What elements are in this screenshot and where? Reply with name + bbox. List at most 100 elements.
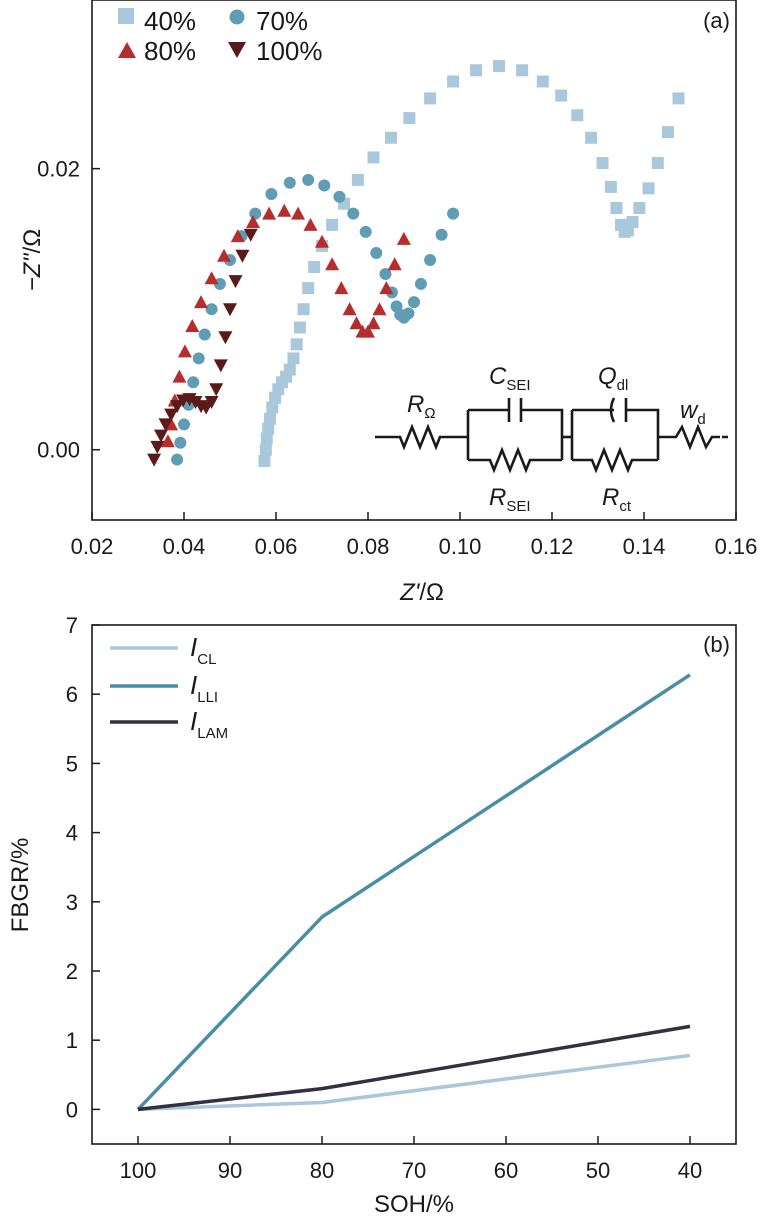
data-point	[204, 271, 219, 285]
data-point	[204, 395, 219, 409]
data-point	[177, 344, 192, 358]
rc-element-sei	[466, 408, 564, 474]
data-point	[424, 92, 437, 105]
data-point	[334, 281, 349, 295]
panel-b-ticks: 100 90 80 70 60 50 40 0 1 2 3 4 5 6 7	[66, 613, 702, 1183]
data-point	[349, 316, 364, 330]
data-point	[297, 303, 310, 316]
panel-a-legend: 40% 70% 80% 100%	[118, 6, 323, 66]
data-point	[585, 131, 598, 144]
panel-a-x-tick-label: 0.16	[715, 534, 758, 559]
series-70-points	[171, 173, 460, 466]
panel-b-fbgr-chart: 100 90 80 70 60 50 40 0 1 2 3 4 5 6 7 (b) ICL ILLI ILA…	[7, 613, 737, 1218]
data-point	[264, 412, 277, 425]
panel-a-x-tick-label: 0.06	[255, 534, 298, 559]
data-point	[228, 275, 243, 289]
legend-marker-70	[229, 9, 245, 25]
data-point	[209, 383, 224, 397]
panel-a-y-axis-label: −Z''/Ω	[19, 229, 46, 291]
data-point	[187, 376, 200, 389]
panel-b-x-tick-label: 90	[218, 1158, 242, 1183]
data-point	[213, 359, 228, 373]
panel-a-impedance-chart: 0.02 0.04 0.06 0.08 0.10 0.12 0.14 0.160.000.02…	[19, 0, 757, 606]
data-point	[536, 75, 549, 88]
legend-label-i-lli: ILLI	[190, 670, 218, 706]
data-point	[283, 363, 296, 376]
data-point	[178, 418, 190, 431]
panel-b-label: (b)	[703, 632, 730, 657]
panel-b-frame	[91, 624, 737, 1145]
data-point	[265, 187, 278, 200]
data-point	[661, 126, 674, 139]
data-point	[385, 131, 397, 144]
series-40-points	[258, 60, 685, 467]
circuit-label-r-sei: RSEI	[489, 484, 531, 515]
panel-a-data-points	[147, 60, 685, 467]
data-point	[516, 64, 529, 77]
panel-a-y-tick-label: 0.00	[37, 438, 80, 463]
data-point	[185, 319, 200, 333]
legend-label-i-lam: ILAM	[190, 706, 228, 742]
data-point	[555, 89, 568, 102]
data-point	[164, 408, 179, 422]
data-point	[396, 231, 411, 245]
legend-label-80: 80%	[144, 36, 196, 66]
data-point	[158, 418, 173, 432]
data-point	[435, 228, 448, 241]
warburg-element	[658, 423, 728, 451]
data-point	[359, 225, 372, 238]
data-point	[198, 328, 211, 341]
data-point	[246, 215, 260, 229]
data-point	[194, 295, 209, 309]
panel-b-y-tick-label: 1	[66, 1028, 78, 1053]
panel-b-x-axis-label: SOH/%	[374, 1191, 454, 1218]
circuit-label-c-sei: CSEI	[489, 363, 531, 394]
data-point	[315, 234, 329, 248]
cpe-q-dl	[609, 397, 628, 423]
data-point	[447, 207, 460, 220]
data-point	[493, 60, 506, 73]
legend-label-40: 40%	[144, 6, 196, 36]
data-point	[610, 202, 623, 214]
legend-label-70: 70%	[256, 6, 308, 36]
data-point	[243, 228, 258, 242]
data-point	[387, 257, 402, 271]
data-point	[596, 157, 609, 170]
data-point	[414, 277, 427, 290]
data-point	[217, 248, 232, 262]
data-point	[470, 64, 483, 77]
panel-b-lines	[136, 673, 691, 1112]
panel-b-x-tick-label: 60	[494, 1158, 518, 1183]
panel-a-ticks: 0.02 0.04 0.06 0.08 0.10 0.12 0.14 0.16 0.00 0.02	[37, 157, 757, 559]
panel-b-x-tick-label: 70	[402, 1158, 426, 1183]
panel-b-y-tick-label: 5	[66, 751, 78, 776]
data-point	[147, 453, 162, 467]
data-point	[447, 75, 460, 88]
data-point	[150, 440, 165, 454]
series-80-points	[160, 203, 411, 448]
data-point	[642, 182, 655, 195]
legend-label-i-cl: ICL	[190, 632, 216, 668]
data-point	[379, 281, 394, 295]
data-point	[367, 151, 380, 164]
panel-b-y-tick-label: 4	[66, 821, 78, 846]
data-point	[205, 303, 218, 316]
data-point	[347, 207, 360, 220]
series-line-i-lli	[136, 673, 691, 1111]
data-point	[172, 369, 187, 383]
data-point	[366, 316, 381, 330]
panel-b-x-tick-label: 100	[120, 1158, 157, 1183]
data-point	[293, 321, 306, 334]
panel-b-y-tick-label: 2	[66, 959, 78, 984]
legend-label-100: 100%	[256, 36, 323, 66]
equivalent-circuit-diagram	[375, 397, 728, 474]
data-point	[170, 400, 185, 414]
data-point	[571, 109, 584, 122]
legend-marker-100	[228, 42, 246, 58]
panel-b-legend: ICL ILLI ILAM	[110, 632, 228, 742]
data-point	[262, 422, 275, 435]
panel-b-x-tick-label: 80	[310, 1158, 334, 1183]
data-point	[326, 218, 339, 231]
panel-a-x-tick-label: 0.04	[163, 534, 206, 559]
panel-a-x-tick-label: 0.12	[531, 534, 574, 559]
